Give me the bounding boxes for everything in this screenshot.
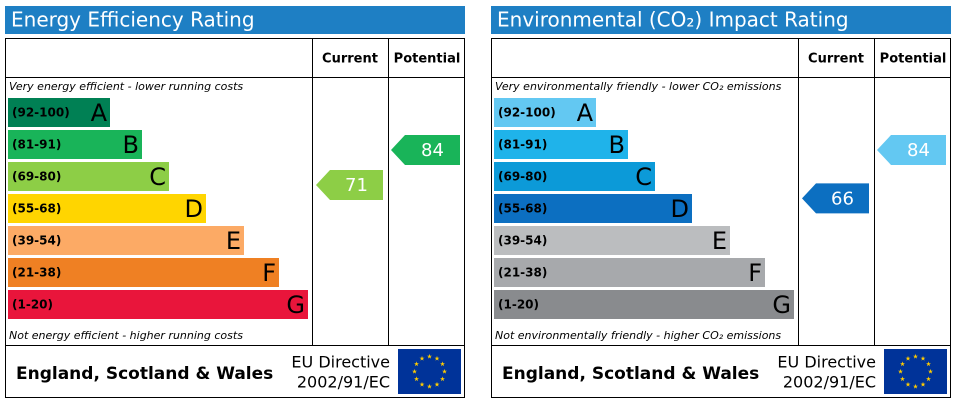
band-letter: G bbox=[286, 291, 305, 319]
band-range: (39-54) bbox=[12, 234, 61, 248]
directive-2: 2002/91/EC bbox=[783, 373, 876, 392]
band bbox=[8, 226, 244, 255]
band bbox=[494, 290, 794, 319]
flag-star bbox=[440, 376, 445, 382]
region: England, Scotland & Wales bbox=[16, 364, 273, 384]
band bbox=[8, 98, 110, 127]
flag-star bbox=[920, 381, 926, 387]
flag-star bbox=[414, 361, 419, 367]
band bbox=[8, 162, 169, 191]
bottom-note: Not environmentally friendly - higher CO… bbox=[495, 329, 781, 342]
band-letter: G bbox=[772, 291, 791, 319]
rating-panel: Energy Efficiency Rating Current Potential… bbox=[5, 6, 465, 398]
flag-star bbox=[926, 376, 931, 382]
potential-value: 84 bbox=[907, 140, 930, 161]
flag-star bbox=[442, 368, 447, 374]
band-range: (69-80) bbox=[12, 170, 61, 184]
current-arrow bbox=[316, 169, 383, 200]
flag-star bbox=[427, 353, 432, 359]
band bbox=[8, 258, 279, 287]
top-note: Very energy efficient - lower running co… bbox=[9, 80, 243, 93]
frame bbox=[491, 38, 951, 398]
band-letter: C bbox=[149, 163, 166, 191]
current-value: 66 bbox=[831, 188, 854, 209]
flag-star bbox=[913, 353, 918, 359]
bottom-note: Not energy efficient - higher running co… bbox=[9, 329, 243, 342]
band bbox=[494, 98, 596, 127]
header-potential: Potential bbox=[394, 52, 461, 67]
current-value: 71 bbox=[345, 175, 368, 196]
band-letter: A bbox=[577, 99, 594, 127]
band bbox=[8, 194, 206, 223]
band-range: (81-91) bbox=[12, 138, 61, 152]
flag-star bbox=[905, 355, 911, 361]
potential-arrow bbox=[391, 135, 460, 165]
band bbox=[8, 130, 142, 159]
band-letter: E bbox=[226, 227, 241, 255]
panel-title: Environmental (CO₂) Impact Rating bbox=[497, 8, 849, 32]
potential-arrow bbox=[877, 135, 946, 165]
header-current: Current bbox=[808, 52, 864, 67]
region: England, Scotland & Wales bbox=[502, 364, 759, 384]
flag-star bbox=[898, 368, 903, 374]
band-letter: A bbox=[91, 99, 108, 127]
band-range: (21-38) bbox=[12, 266, 61, 280]
band-letter: B bbox=[123, 131, 139, 159]
flag-star bbox=[900, 361, 905, 367]
band-letter: F bbox=[748, 259, 762, 287]
band-range: (55-68) bbox=[12, 202, 61, 216]
flag-star bbox=[412, 368, 417, 374]
flag-star bbox=[900, 376, 905, 382]
flag-star bbox=[419, 355, 425, 361]
header-current: Current bbox=[322, 52, 378, 67]
flag-star bbox=[920, 355, 926, 361]
band-range: (69-80) bbox=[498, 170, 547, 184]
flag-star bbox=[434, 355, 440, 361]
frame bbox=[5, 38, 465, 398]
band-range: (92-100) bbox=[12, 106, 70, 120]
band bbox=[8, 290, 308, 319]
band bbox=[494, 194, 692, 223]
band-letter: B bbox=[609, 131, 625, 159]
band-range: (1-20) bbox=[12, 298, 53, 312]
band-range: (81-91) bbox=[498, 138, 547, 152]
flag-star bbox=[926, 361, 931, 367]
band-letter: C bbox=[635, 163, 652, 191]
band bbox=[494, 258, 765, 287]
potential-value: 84 bbox=[421, 140, 444, 161]
flag-star bbox=[913, 383, 918, 389]
band-letter: F bbox=[262, 259, 276, 287]
directive-1: EU Directive bbox=[291, 353, 390, 372]
band-letter: D bbox=[185, 195, 203, 223]
band bbox=[494, 162, 655, 191]
header-potential: Potential bbox=[880, 52, 947, 67]
current-arrow bbox=[802, 183, 869, 214]
rating-panel: Environmental (CO₂) Impact Rating Current… bbox=[491, 6, 951, 398]
directive-1: EU Directive bbox=[777, 353, 876, 372]
flag-star bbox=[427, 383, 432, 389]
flag-star bbox=[414, 376, 419, 382]
band-range: (92-100) bbox=[498, 106, 556, 120]
flag-star bbox=[905, 381, 911, 387]
band-letter: D bbox=[671, 195, 689, 223]
band-letter: E bbox=[712, 227, 727, 255]
flag-star bbox=[440, 361, 445, 367]
flag-star bbox=[928, 368, 933, 374]
title-bar bbox=[5, 6, 465, 34]
band-range: (21-38) bbox=[498, 266, 547, 280]
band bbox=[494, 130, 628, 159]
band-range: (39-54) bbox=[498, 234, 547, 248]
directive-2: 2002/91/EC bbox=[297, 373, 390, 392]
band-range: (1-20) bbox=[498, 298, 539, 312]
band-range: (55-68) bbox=[498, 202, 547, 216]
title-bar bbox=[491, 6, 951, 34]
flag-star bbox=[419, 381, 425, 387]
flag-star bbox=[434, 381, 440, 387]
panel-title: Energy Efficiency Rating bbox=[11, 8, 255, 32]
top-note: Very environmentally friendly - lower CO… bbox=[495, 80, 782, 93]
band bbox=[494, 226, 730, 255]
